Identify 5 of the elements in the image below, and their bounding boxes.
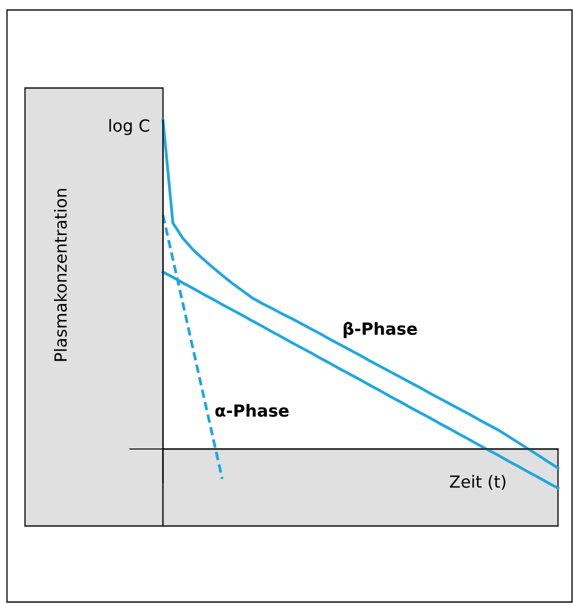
series-label: α-Phase xyxy=(215,404,289,417)
x-axis-title: Zeit (t) xyxy=(450,474,506,490)
text: Plasmakonzentration xyxy=(54,188,67,361)
text: log C xyxy=(109,118,150,136)
series-label: β-Phase xyxy=(344,322,417,338)
